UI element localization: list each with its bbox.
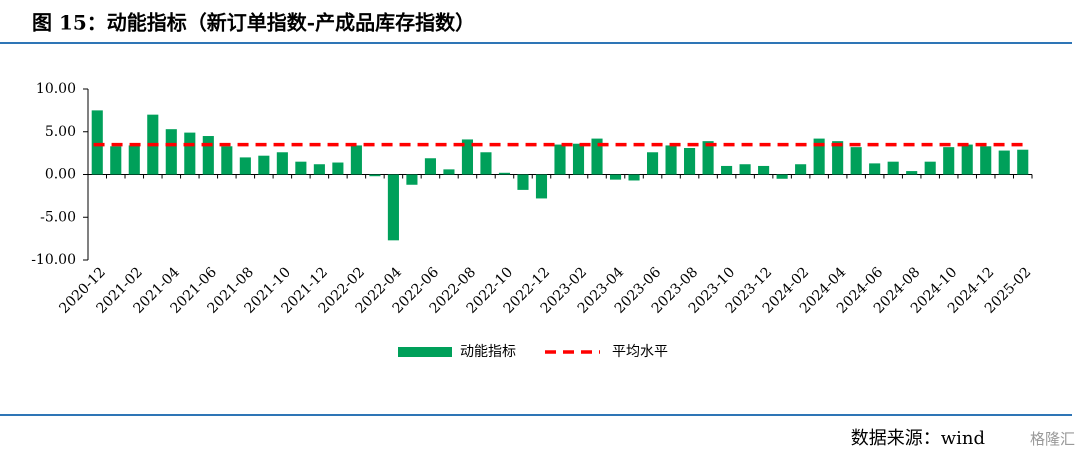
bar <box>165 129 177 175</box>
bar <box>572 143 585 175</box>
bar <box>609 174 622 180</box>
bar <box>591 138 603 175</box>
bar <box>276 152 288 175</box>
bar <box>110 146 122 175</box>
bar <box>813 138 825 175</box>
bar <box>998 150 1010 175</box>
bar <box>406 174 418 185</box>
bar <box>443 169 455 175</box>
bar <box>91 110 103 175</box>
bar <box>554 144 566 175</box>
bar <box>646 152 659 175</box>
bar <box>461 139 474 175</box>
bar <box>369 174 381 177</box>
bar <box>184 132 196 175</box>
bar <box>295 161 307 175</box>
bar <box>387 174 399 241</box>
bar <box>776 174 788 179</box>
bar <box>239 157 251 175</box>
bar <box>332 162 344 175</box>
y-tick-label: 0.00 <box>45 167 76 183</box>
bar <box>906 171 918 175</box>
bar <box>498 172 511 175</box>
y-tick-label: 5.00 <box>45 124 76 140</box>
bar <box>702 141 714 175</box>
bar <box>665 145 677 175</box>
bar <box>758 165 770 175</box>
y-tick-label: -5.00 <box>40 209 76 225</box>
watermark: 格隆汇 <box>1030 430 1075 448</box>
legend-swatch <box>398 347 452 357</box>
bar <box>313 164 325 175</box>
bar <box>684 147 696 175</box>
bar <box>1017 149 1029 175</box>
bar <box>202 136 214 175</box>
bar <box>517 174 529 190</box>
bar <box>221 146 233 175</box>
bar <box>924 161 936 175</box>
y-tick-label: -10.00 <box>31 252 76 268</box>
bar <box>739 164 751 175</box>
y-tick-label: 10.00 <box>36 81 76 97</box>
bar <box>480 152 492 175</box>
bar <box>350 145 362 175</box>
legend-label: 动能指标 <box>460 344 516 360</box>
bar <box>961 144 973 175</box>
bar <box>850 147 862 175</box>
source: 数据来源：wind <box>851 428 985 449</box>
bar <box>943 147 955 175</box>
bar <box>795 164 807 175</box>
bar <box>628 174 640 181</box>
bar <box>887 161 899 175</box>
bar <box>832 141 844 175</box>
bar <box>535 174 548 199</box>
bar <box>258 155 270 175</box>
bar <box>424 158 436 175</box>
legend-label: 平均水平 <box>612 344 668 360</box>
bar <box>128 145 140 175</box>
bar <box>869 163 881 175</box>
bar <box>980 146 992 175</box>
bar <box>721 165 733 175</box>
chart-title: 图 15：动能指标（新订单指数-产成品库存指数） <box>32 11 475 35</box>
